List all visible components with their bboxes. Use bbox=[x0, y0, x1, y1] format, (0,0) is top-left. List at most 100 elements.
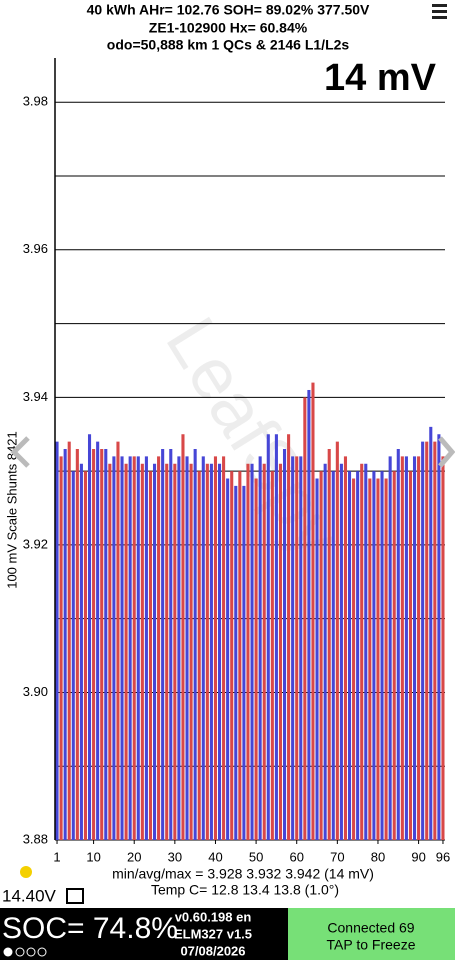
bar bbox=[96, 441, 100, 840]
bar bbox=[291, 456, 295, 840]
menu-bar bbox=[432, 4, 447, 7]
bar bbox=[217, 463, 222, 840]
bar bbox=[92, 449, 96, 840]
y-tick-label: 3.94 bbox=[23, 389, 48, 404]
status: Connected 69 bbox=[327, 920, 414, 936]
bar bbox=[75, 449, 79, 840]
bar bbox=[347, 471, 352, 840]
bar bbox=[295, 456, 299, 840]
bar bbox=[278, 463, 283, 840]
bar bbox=[372, 471, 376, 840]
spread: 14 mV bbox=[324, 57, 437, 99]
bar bbox=[242, 485, 246, 840]
bar bbox=[266, 434, 270, 840]
bar bbox=[157, 456, 161, 840]
bar bbox=[165, 463, 169, 840]
bar bbox=[429, 426, 433, 840]
bar bbox=[412, 456, 417, 840]
x-tick-label: 90 bbox=[411, 849, 425, 864]
x-tick-label: 10 bbox=[86, 849, 100, 864]
bar bbox=[437, 434, 441, 840]
bar bbox=[356, 471, 360, 840]
bar bbox=[116, 441, 120, 840]
bar bbox=[169, 449, 173, 840]
bar bbox=[185, 456, 189, 840]
bar bbox=[327, 449, 331, 840]
bar bbox=[63, 449, 67, 840]
next-arrow[interactable] bbox=[438, 436, 455, 468]
bar bbox=[400, 456, 404, 840]
bar bbox=[234, 485, 238, 840]
bar bbox=[323, 463, 327, 840]
bar bbox=[213, 456, 218, 840]
header-line: ZE1-102900 Hx= 60.84% bbox=[149, 20, 308, 36]
bar bbox=[112, 456, 116, 840]
bar bbox=[303, 397, 307, 840]
header-line: 40 kWh AHr= 102.76 SOH= 89.02% 377.50V bbox=[87, 2, 370, 18]
bulb-icon[interactable] bbox=[20, 866, 32, 878]
bar bbox=[274, 434, 278, 840]
bar bbox=[270, 471, 274, 840]
x-tick-label: 96 bbox=[436, 849, 450, 864]
bar bbox=[67, 441, 71, 840]
bar bbox=[100, 449, 104, 840]
bar bbox=[441, 456, 445, 840]
bar bbox=[282, 449, 287, 840]
bar bbox=[392, 471, 396, 840]
y-tick-label: 3.90 bbox=[23, 684, 48, 699]
bar bbox=[262, 463, 266, 840]
bar bbox=[79, 463, 83, 840]
adapter: ELM327 v1.5 bbox=[174, 926, 252, 941]
bar bbox=[144, 456, 148, 840]
bar bbox=[59, 456, 63, 840]
bar bbox=[201, 456, 205, 840]
bar bbox=[331, 471, 335, 840]
freeze-button[interactable] bbox=[288, 908, 455, 960]
bar bbox=[140, 463, 144, 840]
bar bbox=[433, 441, 437, 840]
bar bbox=[205, 463, 209, 840]
bar bbox=[408, 471, 413, 840]
dot bbox=[26, 947, 36, 957]
bar bbox=[380, 471, 384, 840]
menu-bar bbox=[432, 16, 447, 19]
bar bbox=[152, 463, 157, 840]
version: v0.60.198 en bbox=[175, 909, 252, 924]
bar bbox=[376, 478, 380, 840]
bar bbox=[421, 441, 425, 840]
bar bbox=[222, 456, 226, 840]
y-axis-label: 100 mV Scale Shunts 8421 bbox=[4, 431, 19, 589]
bar bbox=[148, 471, 153, 840]
calendar-icon[interactable] bbox=[66, 888, 84, 904]
bar bbox=[193, 449, 197, 840]
menu-icon[interactable] bbox=[432, 4, 447, 19]
bar bbox=[287, 434, 291, 840]
bar bbox=[311, 382, 315, 840]
prev-arrow[interactable] bbox=[10, 436, 30, 468]
x-tick-label: 1 bbox=[53, 849, 60, 864]
x-tick-label: 70 bbox=[330, 849, 344, 864]
bar bbox=[161, 449, 165, 840]
bar bbox=[120, 456, 124, 840]
bar bbox=[128, 456, 132, 840]
bar bbox=[173, 463, 177, 840]
pack-voltage: 14.40V bbox=[2, 886, 57, 905]
bar bbox=[343, 456, 348, 840]
bar bbox=[197, 471, 201, 840]
x-tick-label: 40 bbox=[208, 849, 222, 864]
bar bbox=[335, 441, 339, 840]
header-line: odo=50,888 km 1 QCs & 2146 L1/L2s bbox=[107, 37, 350, 53]
bar bbox=[238, 471, 242, 840]
bar bbox=[226, 478, 230, 840]
bar bbox=[368, 478, 372, 840]
bar bbox=[230, 471, 234, 840]
dot bbox=[15, 947, 25, 957]
bar bbox=[136, 456, 140, 840]
bar bbox=[339, 463, 343, 840]
date: 07/08/2026 bbox=[180, 943, 245, 958]
bar bbox=[124, 463, 128, 840]
page-dots bbox=[3, 947, 47, 957]
x-tick-label: 50 bbox=[249, 849, 263, 864]
temps: Temp C= 12.8 13.4 13.8 (1.0°) bbox=[151, 882, 339, 898]
